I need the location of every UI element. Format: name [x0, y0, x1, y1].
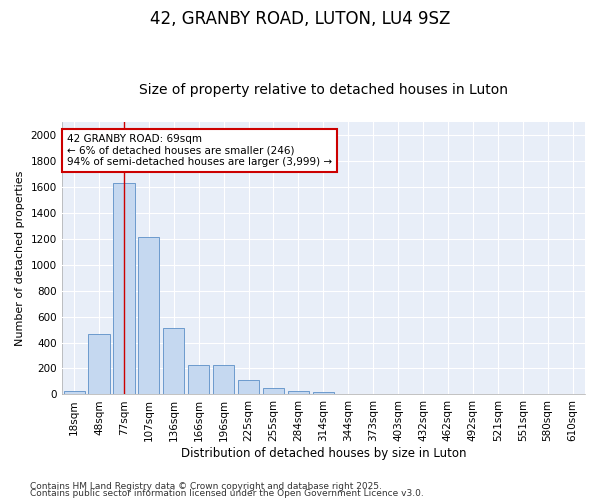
Bar: [288, 390, 309, 394]
Title: Size of property relative to detached houses in Luton: Size of property relative to detached ho…: [139, 83, 508, 97]
Bar: [188, 365, 209, 394]
Bar: [64, 390, 85, 394]
Text: Contains HM Land Registry data © Crown copyright and database right 2025.: Contains HM Land Registry data © Crown c…: [30, 482, 382, 491]
Text: 42, GRANBY ROAD, LUTON, LU4 9SZ: 42, GRANBY ROAD, LUTON, LU4 9SZ: [150, 10, 450, 28]
Bar: [263, 388, 284, 394]
Text: 42 GRANBY ROAD: 69sqm
← 6% of detached houses are smaller (246)
94% of semi-deta: 42 GRANBY ROAD: 69sqm ← 6% of detached h…: [67, 134, 332, 167]
Bar: [163, 328, 184, 394]
Bar: [313, 392, 334, 394]
Bar: [138, 238, 160, 394]
Bar: [238, 380, 259, 394]
X-axis label: Distribution of detached houses by size in Luton: Distribution of detached houses by size …: [181, 447, 466, 460]
Bar: [88, 334, 110, 394]
Text: Contains public sector information licensed under the Open Government Licence v3: Contains public sector information licen…: [30, 489, 424, 498]
Bar: [213, 365, 234, 394]
Y-axis label: Number of detached properties: Number of detached properties: [15, 170, 25, 346]
Bar: [113, 183, 134, 394]
